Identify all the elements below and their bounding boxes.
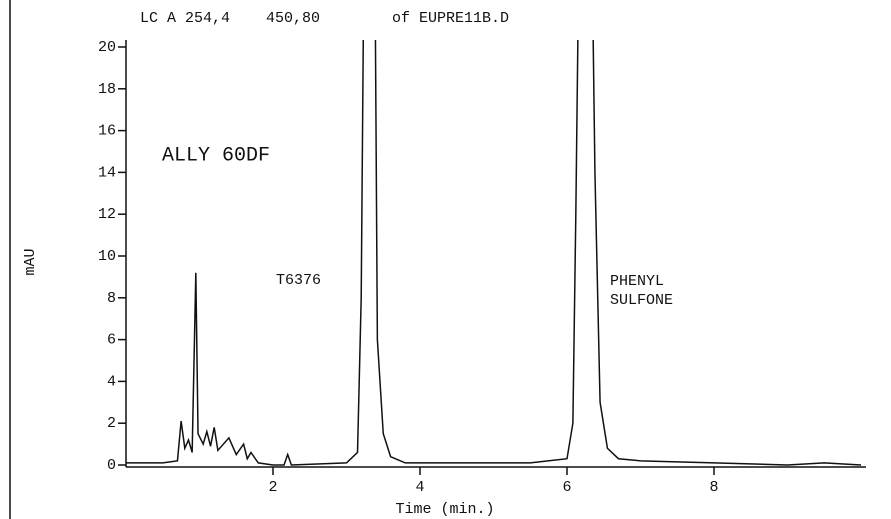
- chromatogram-line: [126, 40, 862, 466]
- annotation: ALLY 60DF: [162, 144, 270, 167]
- x-tick-label: 2: [268, 479, 277, 496]
- y-tick-label: 14: [98, 164, 116, 181]
- x-tick-label: 4: [415, 479, 424, 496]
- chart-title: LC A 254,4 450,80 of EUPRE11B.D: [140, 10, 509, 27]
- x-tick-label: 6: [562, 479, 571, 496]
- annotation: PHENYL: [610, 273, 664, 290]
- y-tick-label: 12: [98, 206, 116, 223]
- x-axis-label: Time (min.): [395, 501, 494, 518]
- y-tick-label: 8: [107, 290, 116, 307]
- y-tick-label: 18: [98, 81, 116, 98]
- y-tick-label: 0: [107, 457, 116, 474]
- y-tick-label: 4: [107, 373, 116, 390]
- annotation: SULFONE: [610, 292, 673, 309]
- y-tick-label: 6: [107, 332, 116, 349]
- y-axis-label: mAU: [22, 248, 39, 275]
- annotation: T6376: [276, 272, 321, 289]
- y-tick-label: 20: [98, 39, 116, 56]
- y-tick-label: 16: [98, 123, 116, 140]
- x-tick-label: 8: [709, 479, 718, 496]
- y-tick-label: 2: [107, 415, 116, 432]
- y-tick-label: 10: [98, 248, 116, 265]
